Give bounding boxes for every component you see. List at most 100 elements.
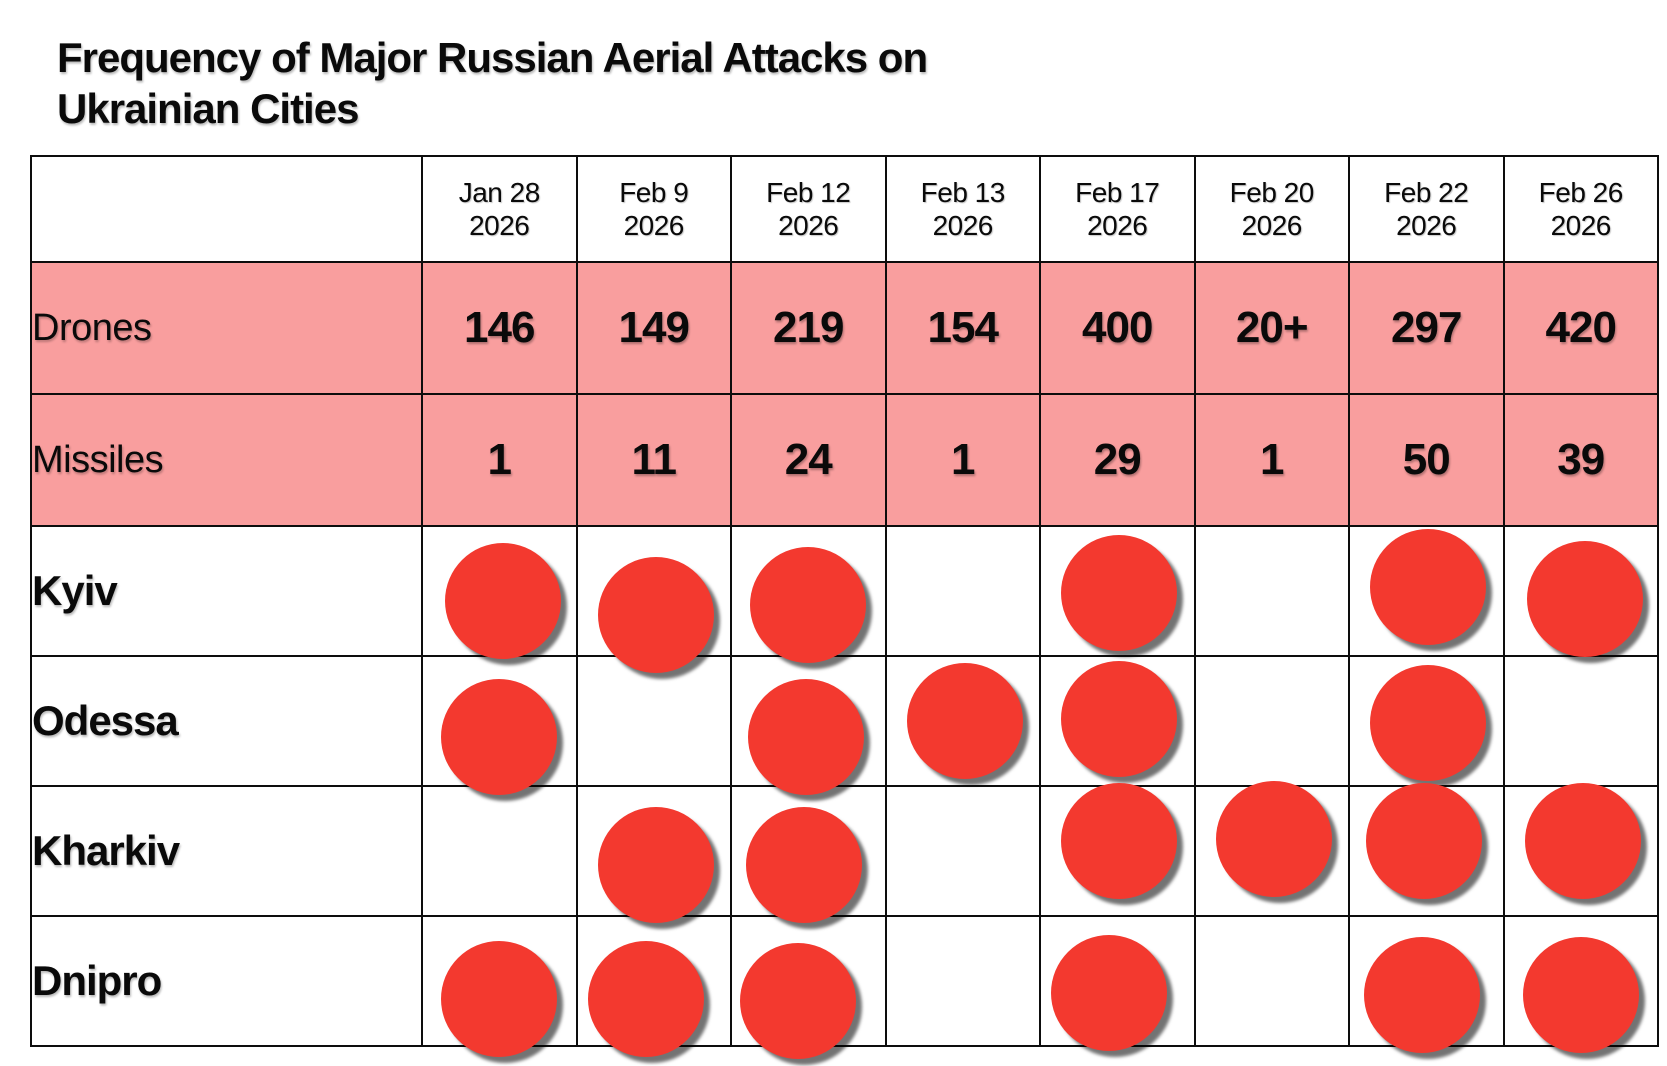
date-label: Feb 13	[920, 176, 1006, 208]
count-value-cell: 297	[1348, 261, 1505, 395]
attack-dot-icon	[1522, 937, 1639, 1053]
attack-dot-icon	[1526, 541, 1643, 657]
attack-cell	[1193, 781, 1350, 917]
date-header-0: Jan 28 2026	[421, 155, 578, 263]
attack-cell	[575, 525, 732, 673]
city-row-kharkiv: Kharkiv	[30, 781, 1659, 923]
date-label: Feb 17	[1075, 176, 1160, 208]
attack-dot-icon	[1061, 535, 1178, 651]
attack-frequency-table: Jan 28 2026 Feb 9 2026 Feb 12 2026 Feb 13 2026 F…	[30, 155, 1659, 1059]
attack-cell	[1502, 525, 1659, 657]
city-row-odessa: Odessa	[30, 655, 1659, 795]
attack-frequency-table-body: Jan 28 2026 Feb 9 2026 Feb 12 2026 Feb 13 2026 F…	[30, 155, 1659, 1059]
attack-dot-icon	[740, 943, 857, 1059]
date-label: Feb 26	[1538, 176, 1624, 208]
date-header-2: Feb 12 2026	[730, 155, 887, 263]
attack-cell	[884, 525, 1041, 657]
count-value-cell: 24	[730, 393, 887, 527]
count-value-cell: 11	[575, 393, 732, 527]
attack-cell	[884, 655, 1041, 787]
date-header-1: Feb 9 2026	[575, 155, 732, 263]
attack-cell	[1502, 915, 1659, 1053]
attack-cell	[1193, 915, 1350, 1047]
attack-dot-icon	[1061, 661, 1178, 777]
attack-cell	[1193, 655, 1350, 787]
attack-cell	[1039, 783, 1196, 917]
attack-dot-icon	[750, 547, 867, 663]
attack-cell	[575, 655, 732, 787]
date-label: Feb 22	[1384, 176, 1469, 208]
city-row-label: Kharkiv	[30, 785, 423, 917]
attack-cell	[730, 655, 887, 795]
attack-cell	[421, 785, 578, 917]
page-title-line-2: Ukrainian Cities	[57, 85, 359, 133]
count-value-cell: 1	[421, 393, 578, 527]
date-year: 2026	[1396, 210, 1457, 241]
date-header-5: Feb 20 2026	[1193, 155, 1350, 263]
attack-cell	[1193, 525, 1350, 657]
date-year: 2026	[1550, 210, 1612, 241]
date-header-4: Feb 17 2026	[1039, 155, 1196, 263]
date-year: 2026	[1087, 210, 1148, 241]
date-header-3: Feb 13 2026	[884, 155, 1041, 263]
count-row-label: Missiles	[30, 393, 423, 527]
attack-cell	[1039, 525, 1196, 657]
attack-dot-icon	[746, 807, 863, 923]
attack-dot-icon	[587, 941, 704, 1057]
attack-cell	[1348, 525, 1505, 657]
attack-dot-icon	[597, 557, 714, 673]
attack-dot-icon	[748, 679, 865, 795]
attack-dot-icon	[1364, 937, 1481, 1053]
attack-cell	[1348, 783, 1505, 917]
count-value-cell: 50	[1348, 393, 1505, 527]
attack-cell	[1348, 915, 1505, 1053]
attack-dot-icon	[597, 807, 714, 923]
count-value-cell: 1	[1193, 393, 1350, 527]
date-year: 2026	[469, 210, 530, 241]
date-label: Feb 9	[619, 176, 689, 208]
attack-cell	[421, 525, 578, 659]
count-row-drones: Drones 146 149 219 154 400 20+ 297 420	[30, 261, 1659, 395]
count-value-cell: 146	[421, 261, 578, 395]
attack-cell	[421, 655, 578, 795]
attack-cell	[884, 915, 1041, 1047]
count-value-cell: 400	[1039, 261, 1196, 395]
attack-dot-icon	[1370, 529, 1487, 645]
date-header-6: Feb 22 2026	[1348, 155, 1505, 263]
city-row-label: Dnipro	[30, 915, 423, 1047]
count-value-cell: 420	[1502, 261, 1659, 395]
page-title-line-1: Frequency of Major Russian Aerial Attack…	[57, 34, 928, 81]
city-row-dnipro: Dnipro	[30, 915, 1659, 1059]
count-value-cell: 154	[884, 261, 1041, 395]
attack-dot-icon	[1366, 783, 1483, 899]
count-row-label: Drones	[30, 261, 423, 395]
attack-cell	[575, 915, 732, 1057]
city-row-label: Odessa	[30, 655, 423, 787]
attack-cell	[1039, 655, 1196, 787]
city-row-kyiv: Kyiv	[30, 525, 1659, 673]
attack-cell	[575, 785, 732, 923]
date-header-row: Jan 28 2026 Feb 9 2026 Feb 12 2026 Feb 13 2026 F…	[30, 155, 1659, 263]
attack-cell	[730, 525, 887, 663]
attack-cell	[730, 915, 887, 1059]
count-value-cell: 149	[575, 261, 732, 395]
attack-dot-icon	[445, 543, 562, 659]
attack-cell	[1502, 655, 1659, 787]
attack-dot-icon	[1370, 665, 1487, 781]
count-value-cell: 1	[884, 393, 1041, 527]
date-label: Feb 20	[1229, 176, 1315, 208]
attack-cell	[884, 785, 1041, 917]
attack-dot-icon	[1524, 783, 1641, 899]
attack-cell	[421, 915, 578, 1057]
date-year: 2026	[778, 210, 839, 241]
page-title: Frequency of Major Russian Aerial Attack…	[57, 32, 928, 134]
attack-dot-icon	[441, 679, 558, 795]
attack-cell	[1039, 915, 1196, 1051]
date-label: Feb 12	[766, 176, 851, 208]
date-year: 2026	[932, 210, 994, 241]
attack-dot-icon	[906, 663, 1023, 779]
attack-dot-icon	[1061, 783, 1178, 899]
date-year: 2026	[623, 210, 685, 241]
count-value-cell: 29	[1039, 393, 1196, 527]
